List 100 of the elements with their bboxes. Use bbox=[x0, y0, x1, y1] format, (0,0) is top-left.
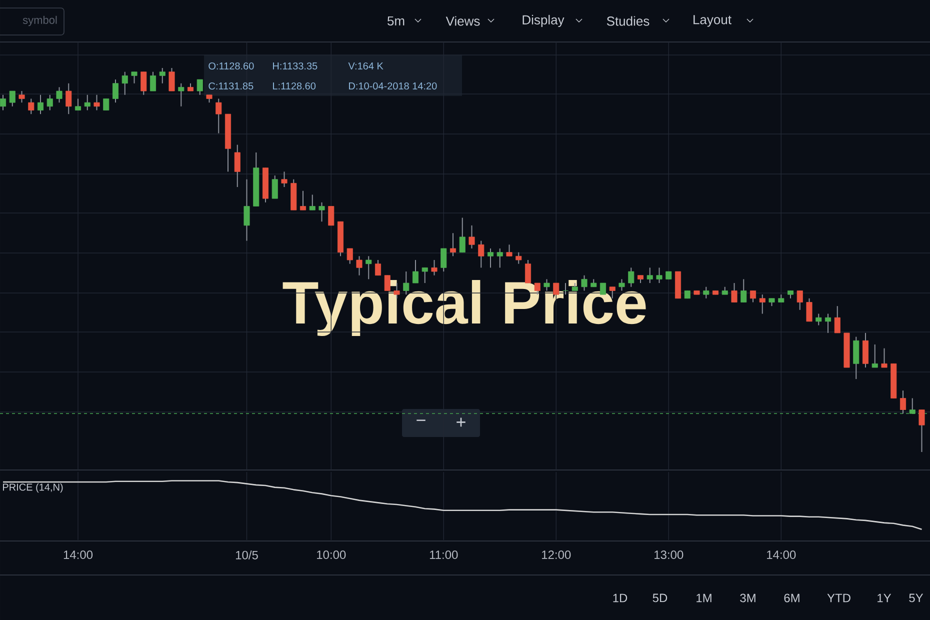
x-tick-label: 10/5 bbox=[236, 550, 258, 560]
x-tick-label: 10:00 bbox=[317, 550, 346, 560]
candlestick bbox=[862, 332, 869, 368]
candlestick bbox=[468, 224, 475, 249]
candlestick bbox=[234, 144, 240, 188]
candlestick bbox=[487, 248, 494, 268]
annotation: V:164 K bbox=[348, 62, 384, 70]
text: symbol bbox=[22, 16, 57, 26]
candlestick bbox=[346, 248, 353, 264]
candlestick bbox=[459, 217, 466, 253]
candlestick bbox=[496, 248, 503, 268]
candlestick bbox=[909, 398, 916, 414]
text: Typical Price bbox=[282, 280, 646, 336]
candlestick bbox=[309, 194, 316, 211]
candlestick bbox=[56, 86, 62, 104]
candlestick bbox=[37, 94, 44, 115]
annotation: D:10-04-2018 14:20 bbox=[349, 82, 437, 90]
candlestick bbox=[356, 256, 362, 276]
candlestick bbox=[366, 256, 372, 280]
annotation: L:1128.60 bbox=[273, 82, 316, 90]
candlestick bbox=[918, 409, 925, 452]
annotation: O:1128.60 bbox=[208, 62, 254, 70]
candlestick bbox=[244, 178, 250, 242]
candlestick bbox=[478, 240, 484, 268]
text: 5D bbox=[652, 594, 668, 602]
candlestick bbox=[703, 286, 710, 299]
candlestick bbox=[872, 344, 878, 368]
candlestick bbox=[318, 202, 325, 222]
x-tick-label: 13:00 bbox=[654, 550, 684, 560]
candlestick bbox=[853, 336, 860, 380]
candlestick bbox=[122, 71, 128, 96]
candlestick bbox=[140, 71, 147, 96]
text: Views bbox=[446, 16, 480, 26]
candlestick bbox=[553, 282, 560, 295]
candlestick bbox=[834, 306, 840, 334]
candlestick bbox=[159, 67, 166, 84]
text: Display bbox=[522, 14, 564, 28]
text: Layout bbox=[694, 15, 732, 27]
candlestick bbox=[806, 298, 812, 322]
candlestick bbox=[196, 79, 203, 96]
text: Studies bbox=[606, 16, 650, 26]
candlestick bbox=[168, 67, 175, 92]
candlestick bbox=[84, 94, 90, 111]
text: 3M bbox=[740, 594, 756, 602]
candlestick bbox=[18, 90, 25, 104]
candlestick bbox=[300, 190, 306, 211]
text: 6M bbox=[784, 594, 800, 602]
candlestick bbox=[374, 259, 382, 276]
candlestick bbox=[450, 232, 456, 257]
candlestick bbox=[609, 286, 616, 299]
text: YTD bbox=[827, 594, 850, 602]
candlestick bbox=[150, 71, 156, 92]
candlestick bbox=[178, 82, 184, 107]
candlestick bbox=[646, 267, 653, 284]
text: 1M bbox=[696, 594, 712, 602]
text: 5m bbox=[387, 16, 404, 26]
candlestick bbox=[328, 206, 334, 226]
candlestick bbox=[440, 248, 447, 272]
annotation: + bbox=[456, 418, 466, 427]
candlestick bbox=[131, 71, 138, 84]
candlestick bbox=[506, 244, 512, 257]
candlestick bbox=[796, 290, 803, 310]
x-tick-label: 14:00 bbox=[64, 550, 93, 560]
candlestick bbox=[281, 171, 288, 188]
candlestick bbox=[74, 98, 82, 111]
candlestick bbox=[46, 94, 53, 111]
text: 5Y bbox=[909, 594, 924, 602]
candlestick bbox=[600, 282, 606, 295]
candlestick bbox=[900, 390, 906, 414]
x-tick-label: 12:00 bbox=[542, 550, 571, 560]
candlestick bbox=[562, 282, 569, 296]
annotation: C:1131.85 bbox=[208, 82, 254, 90]
candlestick bbox=[66, 82, 72, 115]
candlestick bbox=[618, 278, 625, 292]
candlestick bbox=[816, 313, 822, 326]
annotation: − bbox=[416, 420, 426, 421]
candlestick bbox=[759, 294, 766, 314]
candlestick bbox=[731, 282, 738, 303]
candlestick bbox=[750, 290, 756, 303]
candlestick bbox=[0, 94, 6, 111]
candlestick bbox=[28, 98, 34, 115]
candlestick bbox=[740, 278, 747, 303]
annotation: H:1133.35 bbox=[273, 62, 318, 70]
candlestick bbox=[881, 348, 888, 368]
candlestick bbox=[216, 98, 222, 134]
candlestick bbox=[94, 94, 100, 111]
candlestick bbox=[534, 282, 540, 296]
x-tick-label: 14:00 bbox=[767, 550, 796, 560]
candlestick bbox=[112, 79, 119, 104]
text: 1Y bbox=[878, 594, 892, 602]
candlestick bbox=[516, 252, 522, 264]
candlestick bbox=[656, 267, 662, 284]
chart-title: PRICE (14,N) bbox=[3, 483, 63, 493]
candlestick bbox=[9, 90, 16, 107]
candlestick bbox=[431, 259, 438, 276]
candlestick bbox=[272, 175, 278, 200]
text: 1D bbox=[613, 594, 628, 602]
candlestick bbox=[544, 278, 550, 292]
candlestick bbox=[103, 98, 110, 111]
candlestick bbox=[394, 282, 400, 299]
